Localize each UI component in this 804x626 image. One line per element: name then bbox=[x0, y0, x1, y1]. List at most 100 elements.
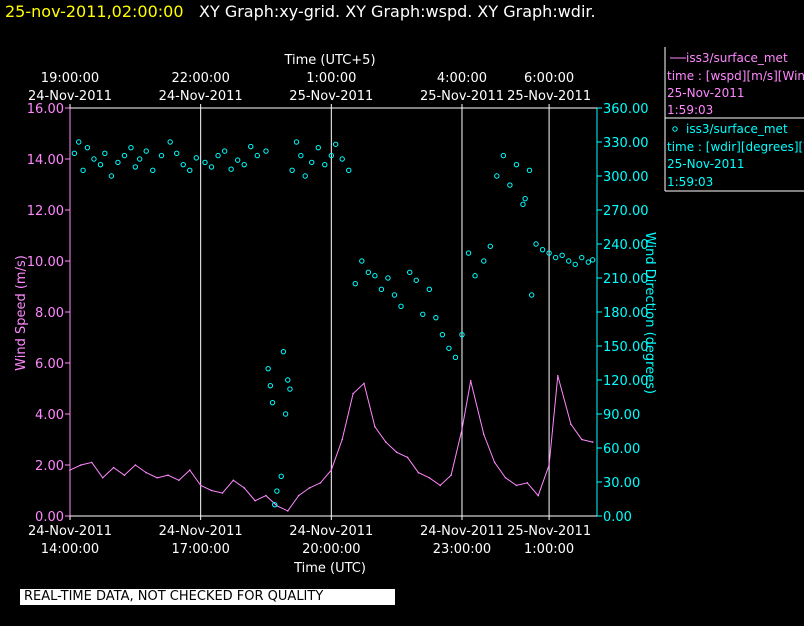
wind-speed-point bbox=[232, 479, 235, 482]
legend-wspd-series: iss3/surface_met bbox=[686, 51, 788, 65]
wind-speed-point bbox=[243, 487, 246, 489]
top-tick-date: 25-Nov-2011 bbox=[507, 89, 591, 104]
wind-direction-point bbox=[282, 411, 289, 417]
wind-direction-point bbox=[150, 167, 156, 174]
wind-direction-point bbox=[267, 382, 274, 389]
wind-direction-point bbox=[254, 152, 260, 159]
right-tick-label: 60.00 bbox=[603, 442, 640, 457]
wind-direction-point bbox=[433, 314, 439, 321]
top-tick-date: 24-Nov-2011 bbox=[159, 89, 243, 104]
legend-circle-swatch bbox=[672, 126, 678, 132]
right-tick-label: 240.00 bbox=[603, 238, 649, 253]
wind-direction-point bbox=[187, 167, 193, 174]
left-tick-label: 2.00 bbox=[35, 459, 64, 474]
right-tick-label: 270.00 bbox=[603, 204, 649, 219]
wind-direction-point bbox=[84, 144, 91, 151]
wind-direction-point bbox=[174, 150, 180, 157]
wind-direction-point bbox=[234, 157, 241, 163]
wind-direction-point bbox=[372, 273, 378, 279]
wind-direction-point bbox=[526, 167, 533, 174]
left-axis-ticks: 0.00 2.00 4.00 6.00 8.00 10.00 12.00 14.00 16.00 bbox=[27, 102, 70, 525]
wind-direction-point bbox=[208, 164, 215, 170]
top-axis-ticks: 19:00:00 24-Nov-2011 22:00:00 24-Nov-2011 1:… bbox=[28, 71, 591, 108]
wind-direction-point bbox=[248, 143, 254, 150]
bottom-tick-date: 25-Nov-2011 bbox=[507, 524, 591, 539]
wind-direction-point bbox=[80, 167, 86, 174]
left-tick-label: 14.00 bbox=[27, 153, 64, 168]
bottom-axis-label: Time (UTC) bbox=[293, 561, 366, 576]
right-tick-label: 150.00 bbox=[603, 340, 649, 355]
wind-direction-point bbox=[420, 311, 426, 317]
wind-speed-point bbox=[265, 494, 267, 497]
wind-direction-point bbox=[332, 141, 339, 147]
wind-speed-point bbox=[493, 461, 496, 464]
wind-speed-point bbox=[188, 469, 191, 471]
top-tick-date: 25-Nov-2011 bbox=[289, 89, 373, 104]
wind-speed-point bbox=[557, 374, 559, 377]
wind-direction-point bbox=[302, 173, 308, 179]
header-datetime: 25-nov-2011,02:00:00 bbox=[5, 2, 184, 21]
wind-speed-point bbox=[221, 492, 224, 494]
legend-wdir-time: time : [wdir][degrees][W bbox=[667, 140, 804, 154]
top-tick-time: 22:00:00 bbox=[171, 71, 229, 86]
wind-direction-point bbox=[76, 139, 82, 145]
right-tick-label: 360.00 bbox=[603, 102, 649, 117]
wind-direction-point bbox=[459, 331, 465, 338]
wind-speed-point bbox=[199, 484, 202, 487]
wind-direction-point bbox=[494, 173, 500, 179]
wind-direction-point bbox=[539, 246, 546, 253]
wind-speed-point bbox=[591, 441, 594, 443]
right-tick-label: 330.00 bbox=[603, 136, 649, 151]
wind-direction-point bbox=[398, 303, 404, 310]
wind-speed-point bbox=[156, 476, 158, 479]
bottom-tick-time: 20:00:00 bbox=[302, 542, 360, 557]
wind-direction-point bbox=[559, 252, 565, 259]
wind-speed-point bbox=[90, 461, 93, 464]
top-tick-time: 19:00:00 bbox=[41, 71, 99, 86]
left-tick-label: 16.00 bbox=[27, 102, 64, 117]
wind-direction-point bbox=[500, 152, 507, 159]
plot-area bbox=[69, 107, 598, 517]
wind-direction-point bbox=[346, 167, 352, 174]
bottom-tick-time: 17:00:00 bbox=[171, 542, 229, 557]
wind-direction-point bbox=[513, 161, 520, 168]
wind-direction-point bbox=[91, 156, 97, 162]
bottom-axis-ticks: 24-Nov-2011 14:00:00 24-Nov-2011 17:00:00 24… bbox=[28, 516, 591, 557]
wind-direction-point bbox=[309, 159, 315, 166]
wind-speed-point bbox=[101, 476, 104, 479]
wind-speed-point bbox=[286, 510, 289, 512]
wind-direction-point bbox=[115, 159, 121, 166]
wind-speed-point bbox=[406, 456, 409, 459]
wind-direction-point bbox=[143, 148, 149, 154]
wind-direction-point bbox=[71, 150, 78, 157]
legend-wspd-time: time : [wspd][m/s][Wind bbox=[667, 69, 804, 83]
wind-speed-point bbox=[112, 466, 115, 469]
top-tick-time: 4:00:00 bbox=[437, 71, 487, 86]
wind-direction-point bbox=[585, 259, 591, 265]
wind-direction-point bbox=[263, 148, 269, 154]
wind-direction-point bbox=[280, 348, 287, 355]
wind-direction-point bbox=[579, 254, 585, 261]
wind-speed-point bbox=[145, 471, 148, 474]
wind-direction-point bbox=[481, 258, 487, 264]
top-axis-label: Time (UTC+5) bbox=[283, 53, 375, 68]
wind-direction-point bbox=[446, 345, 452, 351]
wind-direction-point bbox=[426, 286, 433, 293]
wind-speed-point bbox=[374, 425, 376, 428]
wind-direction-point bbox=[265, 365, 271, 372]
legend-wdir-clock: 1:59:03 bbox=[667, 175, 713, 189]
wind-direction-point bbox=[385, 275, 391, 281]
wind-speed-point bbox=[330, 469, 333, 471]
wind-direction-point bbox=[278, 473, 284, 480]
wind-direction-point bbox=[289, 167, 295, 174]
wind-direction-point bbox=[528, 292, 535, 298]
wind-direction-point bbox=[241, 161, 247, 168]
wind-speed-point bbox=[580, 438, 583, 441]
quality-disclaimer: REAL-TIME DATA, NOT CHECKED FOR QUALITY bbox=[20, 589, 395, 605]
right-tick-label: 30.00 bbox=[603, 476, 640, 491]
wind-speed-point bbox=[352, 392, 354, 395]
wind-direction-point bbox=[365, 269, 372, 276]
wind-speed-point bbox=[526, 482, 529, 484]
top-tick-time: 1:00:00 bbox=[306, 71, 356, 86]
